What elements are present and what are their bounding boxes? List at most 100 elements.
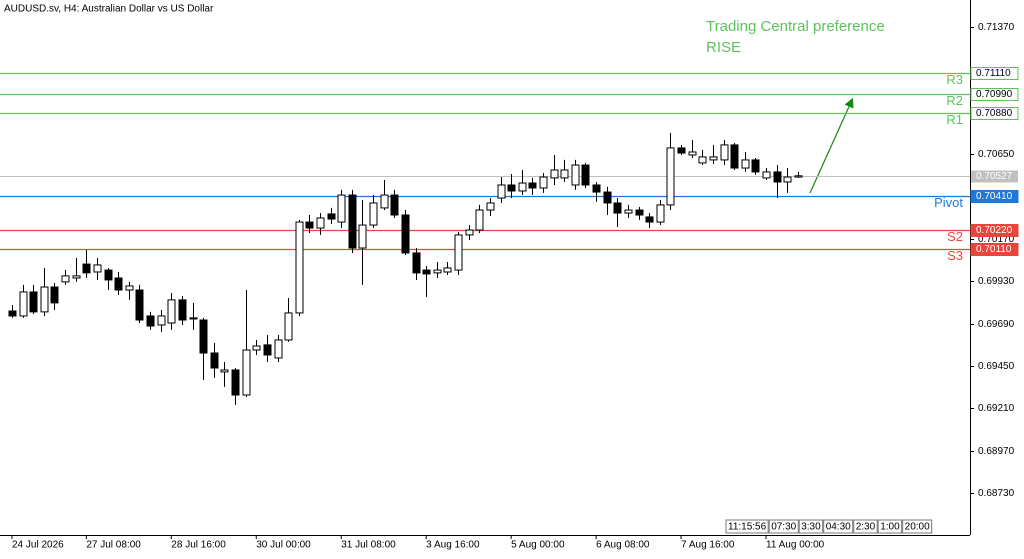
y-tick-label: 0.70650 [978,149,1015,160]
level-name: S2 [947,229,963,244]
rise-arrow [809,97,854,194]
time-scale-box [902,519,933,534]
candle-body [730,144,739,169]
candle-body [40,286,49,313]
candle-body [571,164,580,186]
candle-body [401,214,410,254]
level-label: 0.70410 [976,191,1013,202]
time-scale-label: 20:00 [905,522,930,533]
candle-body [72,275,81,279]
level-box [970,224,1019,237]
candle-body [592,184,601,193]
time-scale-item: 07:30 [768,519,799,534]
time-scale-box [768,519,799,534]
level-label: 0.70220 [976,225,1013,236]
time-scale-box [823,519,854,534]
time-scale-item: 3:30 [798,519,824,534]
candle-body [751,159,760,173]
candle-body [135,289,144,321]
time-scale-label: 11:15:56 [728,522,767,533]
time-scale-label: 07:30 [771,522,796,533]
time-scale-item: 1:00 [877,519,903,534]
candle-body [242,349,251,396]
candle-body [316,217,325,229]
candle-body [560,169,569,179]
candle-body [465,229,474,236]
annotation: Trading Central preference [706,18,885,35]
candle-body [274,339,283,359]
candle-body [19,291,28,317]
candle-body [518,182,527,192]
candle-body [412,252,421,274]
level-name: R1 [946,112,963,127]
candle-body [380,194,389,209]
x-tick-label: 24 Jul 2026 [12,540,64,551]
candle-body [189,317,198,320]
candle-body [603,191,612,204]
y-tick-label: 0.68730 [978,488,1015,499]
candle-body [741,159,750,169]
last-price-label: 0.70527 [976,171,1013,182]
y-tick-label: 0.70170 [978,234,1015,245]
x-tick-label: 27 Jul 08:00 [86,540,141,551]
candle-body [61,275,70,283]
candle-body [337,194,346,223]
x-tick-label: 31 Jul 08:00 [341,540,396,551]
candle-body [210,352,219,369]
candle-body [486,202,495,211]
annotation: RISE [706,39,741,56]
level-box [970,243,1019,256]
candle-body [199,319,208,354]
candle-body [709,156,718,161]
time-scale-label: 04:30 [826,522,851,533]
candle-body [369,202,378,226]
candle-body [50,286,59,304]
candle-body [29,291,38,313]
candle-body [666,147,675,206]
candle-body [783,176,792,183]
last-price-box [971,170,1018,183]
candle-body [348,194,357,249]
candle-body [178,299,187,321]
time-scale-box [877,519,903,534]
candle-body [443,267,452,273]
y-tick-label: 0.69450 [978,361,1015,372]
candle-body [688,151,697,156]
time-scale-item: 2:30 [853,519,878,534]
candle-body [8,310,17,317]
x-tick-label: 3 Aug 16:00 [426,540,480,551]
y-tick-label: 0.71370 [978,22,1015,33]
candle-body [327,213,336,220]
candle-body [550,169,559,179]
x-tick-label: 11 Aug 00:00 [766,540,825,551]
y-tick-label: 0.69210 [978,403,1015,414]
candle-body [284,312,293,341]
candle-body [104,269,113,281]
level-label: 0.70990 [976,89,1013,100]
candle-body [167,299,176,324]
candle-body [220,369,229,373]
y-tick-label: 0.68970 [978,446,1015,457]
candle-body [645,216,654,223]
time-scale-label: 3:30 [801,522,821,533]
candle-body [305,221,314,229]
level-name: R3 [946,72,963,87]
candle-body [114,277,123,291]
time-scale-box [853,519,878,534]
x-tick-label: 5 Aug 00:00 [511,540,565,551]
x-tick-label: 7 Aug 16:00 [681,540,735,551]
candle-body [762,171,771,179]
candle-body [454,234,463,271]
candle-body [698,156,707,164]
candle-body [497,184,506,199]
time-scale-box [725,519,769,534]
candle-body [146,315,155,327]
candle-body [613,202,622,214]
candle-body [263,344,272,356]
candle-body [539,176,548,189]
time-scale-item: 11:15:56 [725,519,769,534]
time-scale-box [798,519,824,534]
